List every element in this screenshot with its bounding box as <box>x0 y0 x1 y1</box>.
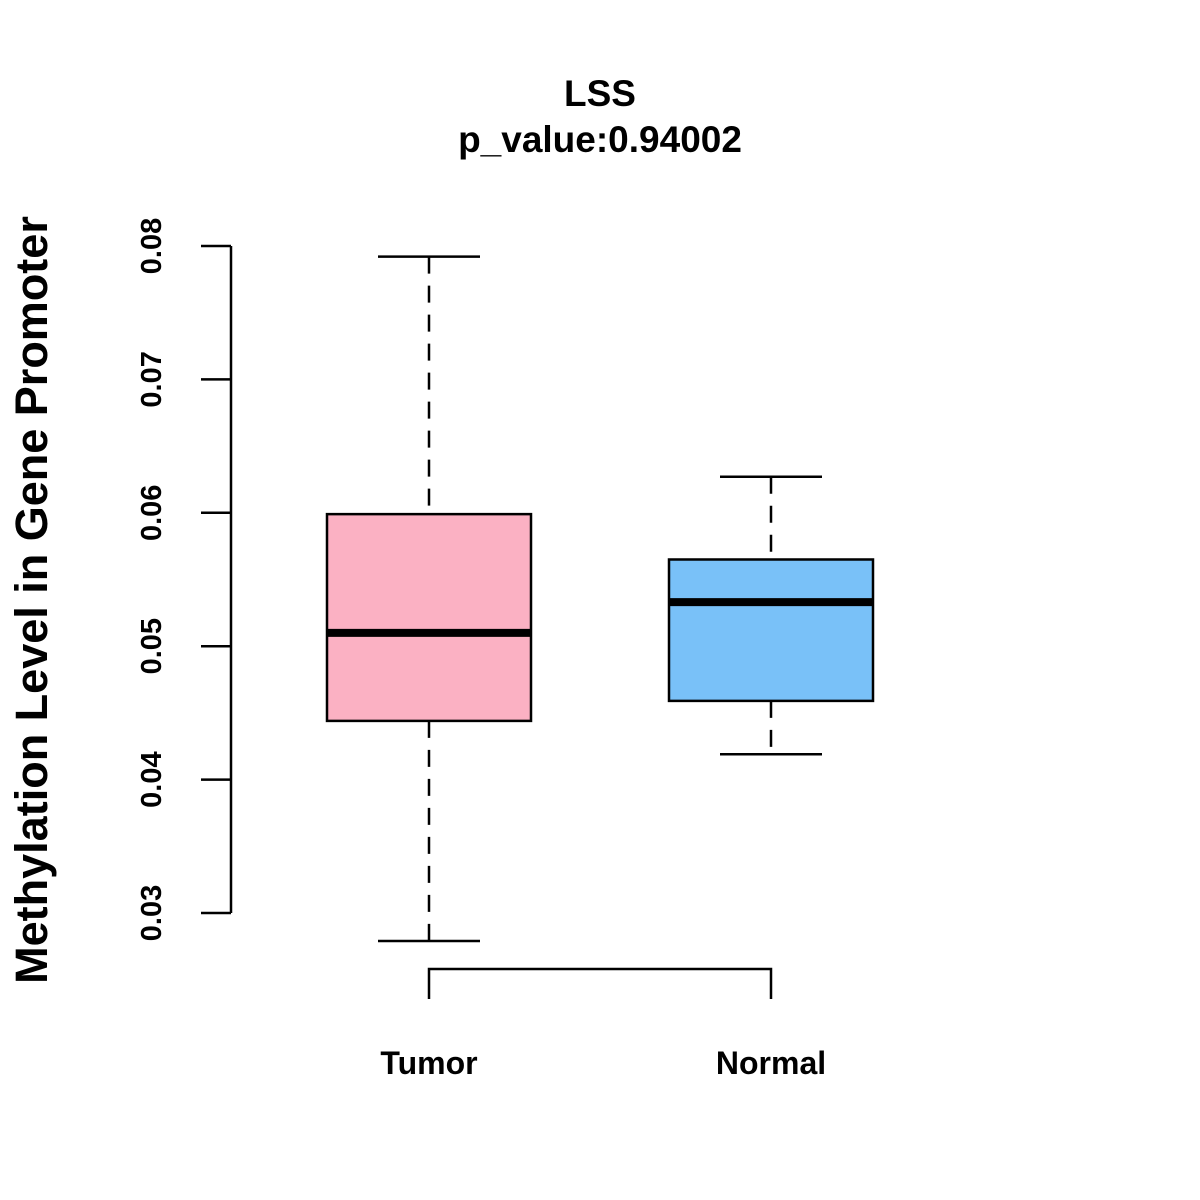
y-tick-label: 0.06 <box>136 485 168 541</box>
y-tick-label: 0.07 <box>136 351 168 407</box>
category-label-tumor: Tumor <box>380 1045 477 1081</box>
y-axis-label: Methylation Level in Gene Promoter <box>6 216 57 984</box>
bracket-line <box>427 967 773 999</box>
chart-subtitle: p_value:0.94002 <box>458 119 742 160</box>
x-axis-labels: Tumor Normal <box>380 1045 826 1081</box>
chart-title: LSS <box>564 73 636 114</box>
y-tick-label: 0.03 <box>136 885 168 941</box>
y-tick-label: 0.05 <box>136 618 168 674</box>
comparison-bracket <box>427 967 773 999</box>
category-label-normal: Normal <box>716 1045 826 1081</box>
box-tumor <box>325 255 533 943</box>
y-axis: 0.03 0.04 0.05 0.06 0.07 0.08 <box>136 218 233 941</box>
y-tick-label: 0.08 <box>136 218 168 274</box>
y-tick-label: 0.04 <box>136 751 168 807</box>
box-normal <box>667 475 875 756</box>
boxes <box>325 255 875 943</box>
iqr-box <box>667 558 875 703</box>
iqr-box <box>325 512 533 723</box>
